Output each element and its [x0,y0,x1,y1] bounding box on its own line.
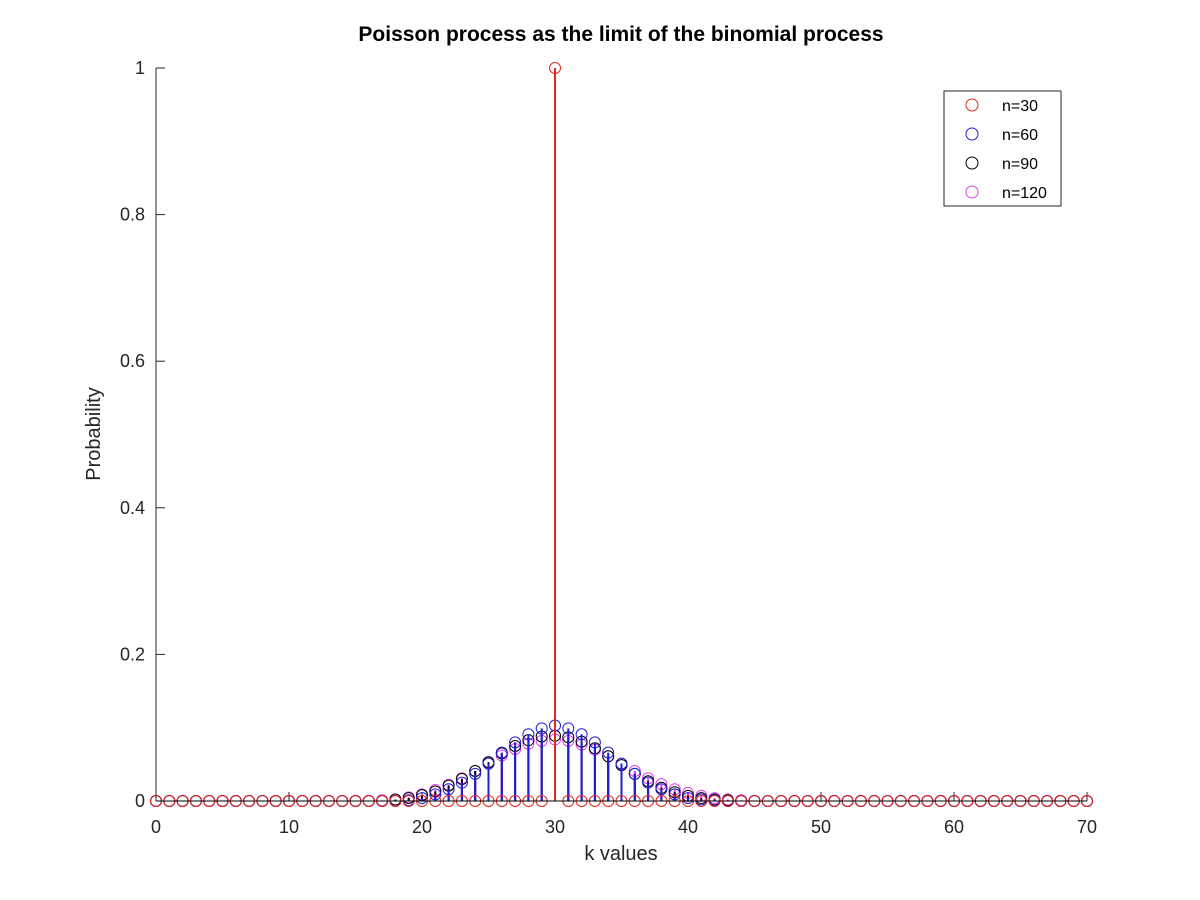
y-tick-label: 1 [135,58,145,78]
legend-entry-label: n=120 [1002,185,1047,202]
stem-marker [429,788,442,801]
stem-marker [628,767,641,780]
chart-title: Poisson process as the limit of the bino… [358,23,883,46]
legend-marker [965,98,979,112]
legend-box [943,90,1062,207]
x-tick-label: 10 [279,817,299,837]
stem-marker [522,728,535,741]
stem-marker [655,783,668,796]
stem-marker [575,728,588,741]
y-tick-label: 0.4 [120,498,145,518]
x-tick-label: 60 [944,817,964,837]
stem-marker [602,746,615,759]
legend-marker [965,185,979,199]
stem-series-group [150,62,1093,807]
stem-marker [549,62,561,74]
legend-marker [965,127,979,141]
x-tick-label: 50 [811,817,831,837]
legend: n=30 n=60 n=90 n=120 [943,90,1062,207]
y-tick-label: 0.2 [120,644,145,664]
y-tick-label: 0.6 [120,351,145,371]
y-tick-label: 0.8 [120,205,145,225]
legend-marker [965,156,979,170]
stem-marker [642,776,655,789]
stem-marker [495,746,508,759]
y-tick-label: 0 [135,791,145,811]
legend-entry-label: n=60 [1002,127,1038,144]
stem-marker [668,788,681,801]
stem-marker [455,776,468,789]
stem-marker [482,757,495,770]
x-axis-label: k values [584,843,657,865]
x-tick-label: 20 [412,817,432,837]
stem-marker [416,792,428,805]
x-tick-label: 30 [545,817,565,837]
stem-marker [682,792,694,805]
legend-entry-label: n=90 [1002,156,1038,173]
stem-marker [535,722,548,735]
stem-marker [509,736,522,749]
y-axis-label: Probability [83,387,105,480]
stem-marker [588,736,601,749]
stem-marker [442,783,455,796]
stem-marker [615,757,628,770]
axes: 00.20.40.60.810 10 20 30 40 50 60 70 [120,58,1097,837]
legend-entry-label: n=30 [1002,98,1038,115]
x-tick-label: 70 [1077,817,1097,837]
stem-marker [469,767,482,780]
stem-marker [562,722,575,735]
x-tick-label: 0 [151,817,161,837]
x-tick-label: 40 [678,817,698,837]
